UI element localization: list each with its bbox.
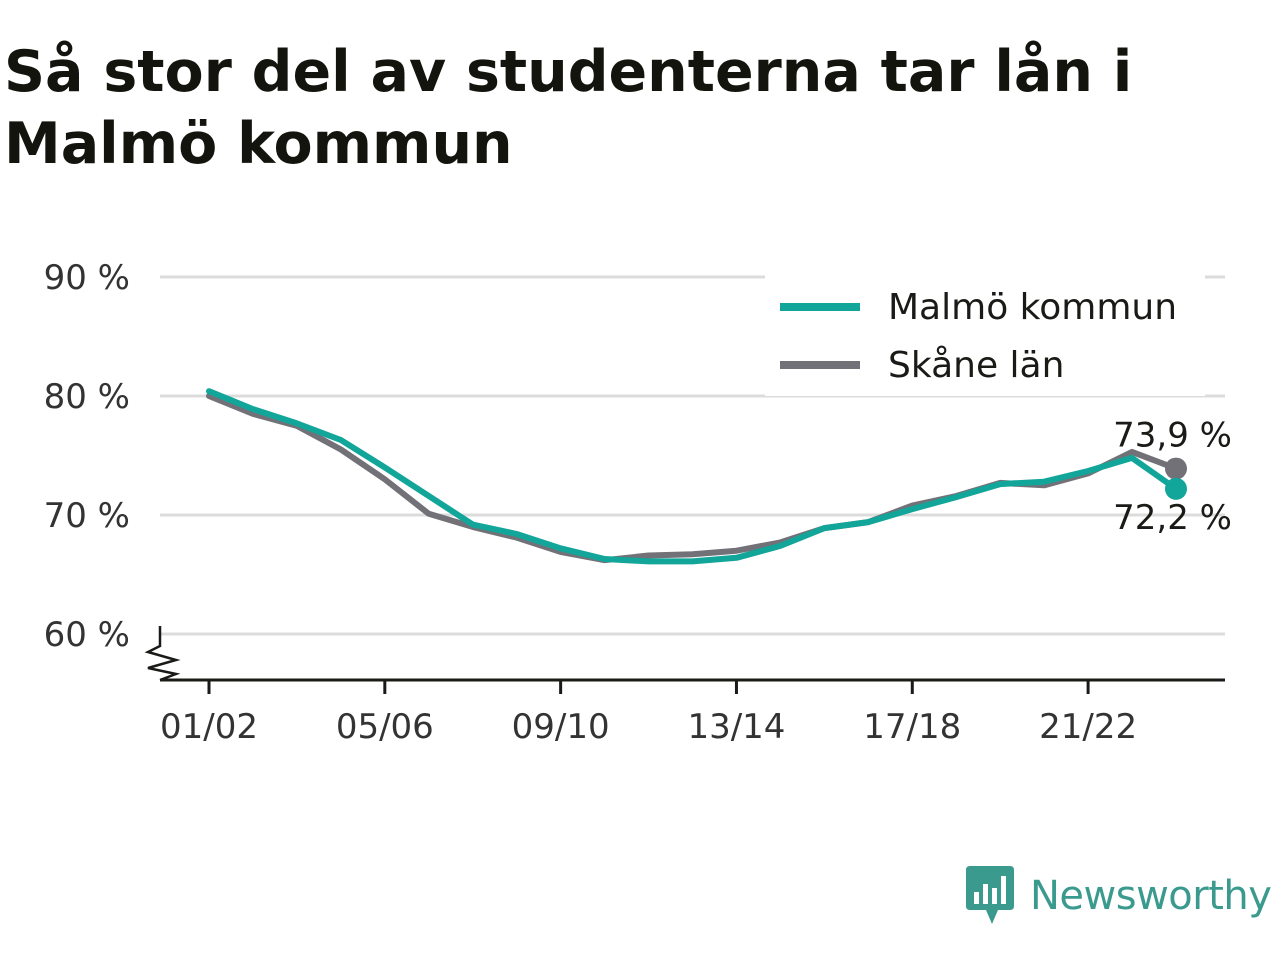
end-label-malmo: 72,2 %: [1113, 498, 1232, 538]
end-point-0: [1165, 478, 1187, 500]
x-tick-label: 05/06: [336, 707, 434, 747]
y-tick-label: 90 %: [44, 258, 130, 298]
y-tick-label: 80 %: [44, 377, 130, 417]
series-line-0: [209, 391, 1176, 561]
end-point-1: [1165, 458, 1187, 480]
y-tick-label: 70 %: [44, 496, 130, 536]
series-lines: [209, 391, 1187, 561]
x-tick-label: 17/18: [863, 707, 961, 747]
newsworthy-logo: Newsworthy: [964, 866, 1271, 926]
x-tick-label: 09/10: [512, 707, 610, 747]
x-tick-label: 21/22: [1039, 707, 1137, 747]
y-axis: 60 % 70 % 80 % 90 %: [44, 258, 176, 680]
line-chart: 60 % 70 % 80 % 90 % 01/02 05/06 09/10 13/14 17/…: [0, 0, 1280, 840]
end-label-skane: 73,9 %: [1113, 416, 1232, 456]
newsworthy-logo-icon: [964, 866, 1016, 926]
legend-label: Malmö kommun: [888, 287, 1177, 328]
x-axis: 01/02 05/06 09/10 13/14 17/18 21/22: [160, 680, 1225, 747]
legend: Malmö kommun Skåne län: [765, 272, 1205, 396]
series-line-1: [209, 396, 1176, 560]
y-tick-label: 60 %: [44, 615, 130, 655]
x-tick-label: 01/02: [160, 707, 258, 747]
brand-name: Newsworthy: [1030, 873, 1271, 919]
x-tick-label: 13/14: [687, 707, 785, 747]
legend-label: Skåne län: [888, 345, 1064, 386]
